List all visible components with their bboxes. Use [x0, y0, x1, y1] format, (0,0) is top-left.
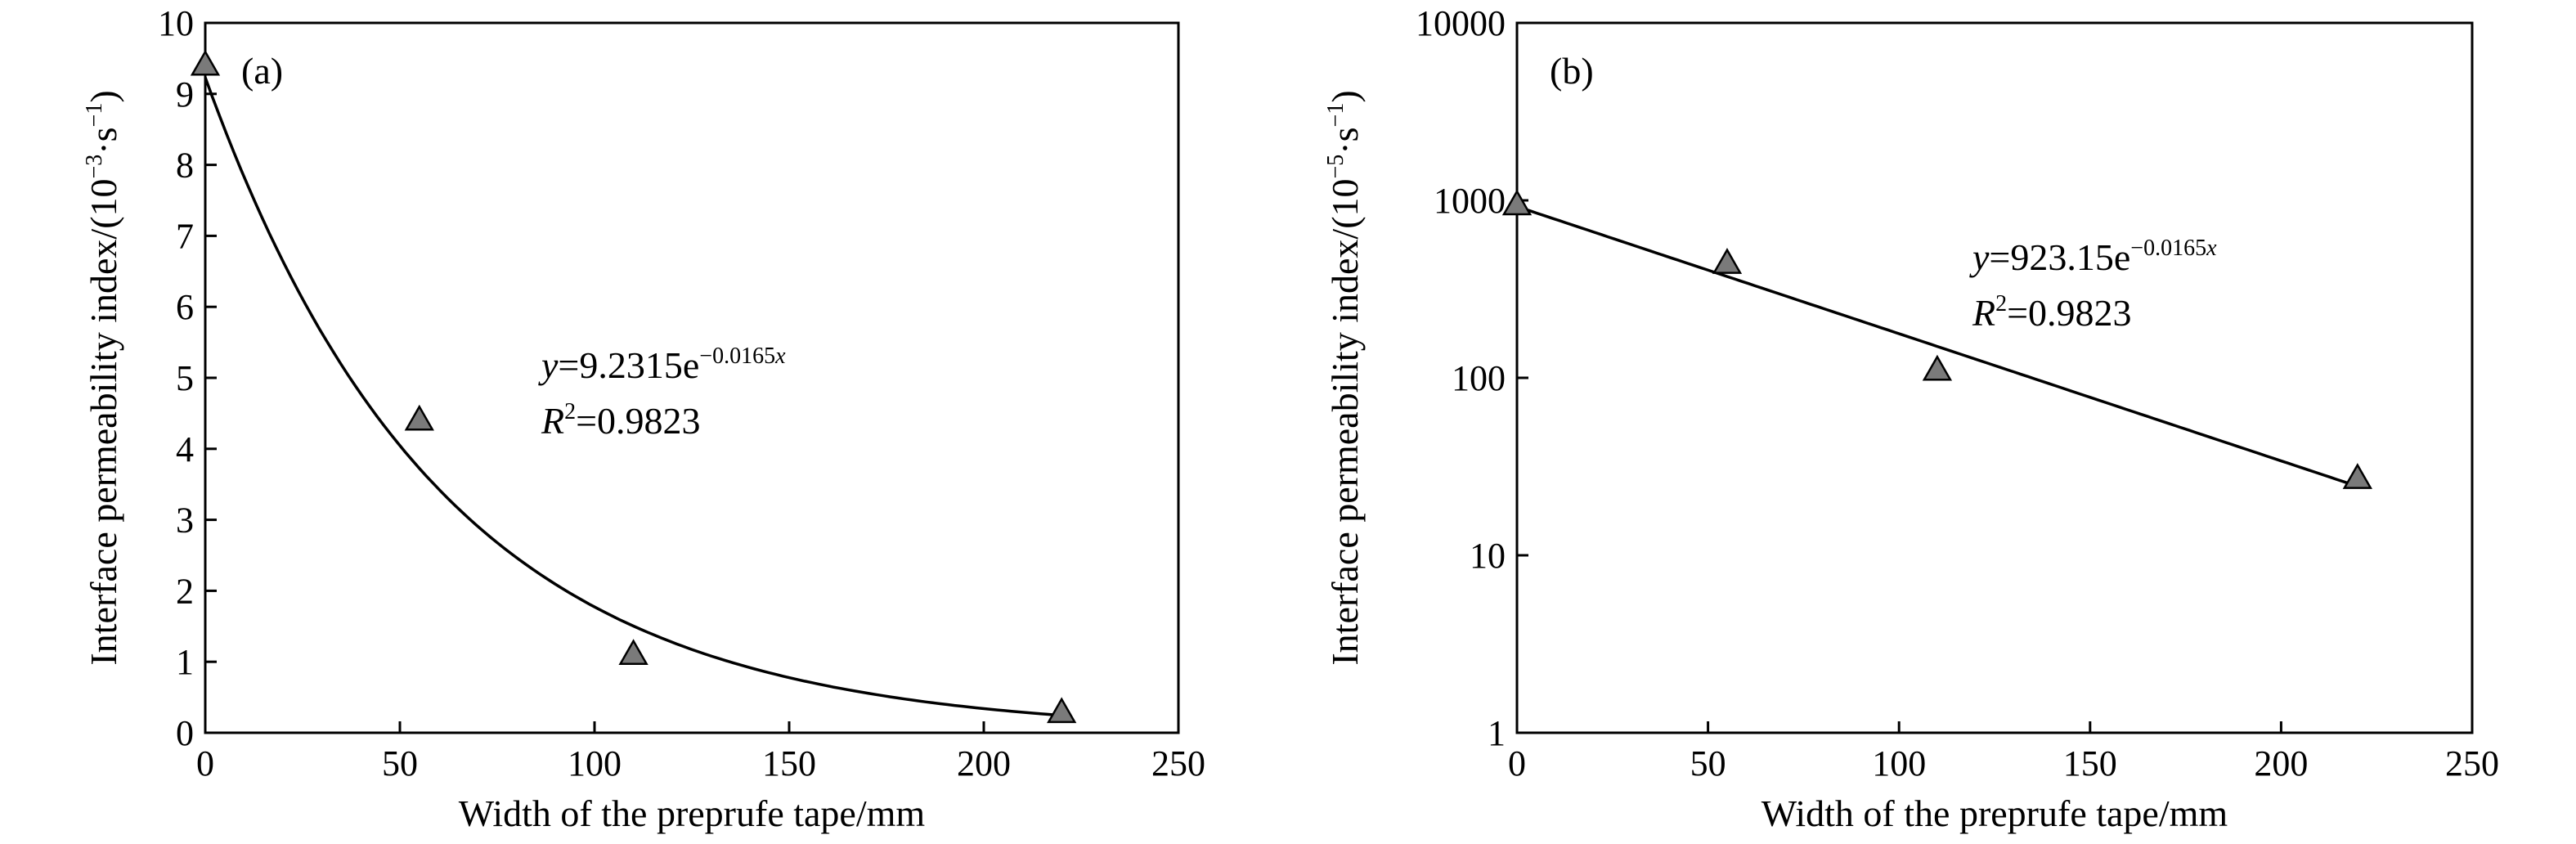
data-points-b	[1501, 189, 2372, 489]
panel-label-a: (a)	[241, 50, 283, 92]
chart-panel-a: 0 50 100 150 200 250 0 1 2 3 4 5 6 7 8 9 10 (a) y=9.231…	[82, 3, 1205, 834]
y-axis-label-b: Interface permeability index/(10−5·s−1)	[1323, 90, 1366, 665]
data-point	[1712, 248, 1743, 274]
data-point	[1047, 697, 1077, 724]
chart-panel-b: 0 50 100 150 200 250 1 10 100 1000 10000 (b) y=92…	[1323, 3, 2499, 834]
y-tick-label: 1000	[1434, 181, 1506, 221]
y-axis-label-b-unit-exp: −1	[1323, 103, 1349, 128]
y-ticks-b: 1 10 100 1000 10000	[1416, 3, 1528, 753]
equation-b-yvar: y	[1969, 236, 1990, 278]
x-axis-label-b: Width of the preprufe tape/mm	[1761, 792, 2228, 834]
y-tick-label: 100	[1452, 358, 1506, 398]
y-tick-label: 0	[176, 713, 194, 753]
plot-frame-b	[1515, 21, 2474, 734]
y-tick-label: 3	[176, 501, 194, 541]
x-tick-label: 50	[1690, 743, 1726, 783]
data-point	[404, 404, 434, 431]
equation-a-exponent-var: x	[774, 343, 786, 369]
x-tick-label: 150	[2063, 743, 2117, 783]
x-tick-label: 150	[762, 743, 816, 783]
y-tick-label: 5	[176, 358, 194, 398]
y-axis-label-a-unit-exp: −1	[82, 103, 107, 128]
r-squared-b: R2=0.9823	[1972, 291, 2132, 334]
equation-a-rhs: =9.2315e	[558, 344, 699, 386]
y-tick-label: 4	[176, 429, 194, 469]
x-axis-label-a: Width of the preprufe tape/mm	[459, 792, 926, 834]
r-squared-a-sup: 2	[564, 399, 576, 424]
r-squared-a: R2=0.9823	[541, 399, 701, 442]
x-tick-label: 0	[196, 743, 214, 783]
x-tick-label: 50	[382, 743, 418, 783]
y-axis-label-b-close: )	[1324, 90, 1366, 102]
data-point	[618, 639, 648, 665]
y-tick-label: 6	[176, 287, 194, 327]
r-squared-b-var: R	[1972, 292, 1995, 334]
y-axis-label-b-text: Interface permeability index/(10	[1324, 178, 1366, 665]
data-point	[1501, 189, 1533, 216]
equation-b: y=923.15e−0.0165x	[1969, 236, 2217, 278]
y-axis-label-a-unit: ·s	[83, 127, 124, 154]
x-ticks-b: 0 50 100 150 200 250	[1508, 721, 2499, 783]
r-squared-b-sup: 2	[1995, 291, 2007, 316]
y-tick-label: 10	[158, 3, 194, 43]
y-tick-label: 1	[1488, 713, 1506, 753]
equation-a-yvar: y	[538, 344, 559, 386]
y-tick-label: 2	[176, 571, 194, 611]
x-tick-label: 100	[1872, 743, 1926, 783]
y-axis-label-a-exp: −3	[82, 155, 107, 179]
y-tick-label: 10	[1470, 536, 1506, 576]
x-tick-label: 100	[568, 743, 622, 783]
data-point	[190, 49, 221, 76]
y-axis-label-b-unit: ·s	[1324, 127, 1366, 154]
x-tick-label: 200	[2254, 743, 2308, 783]
y-tick-label: 8	[176, 146, 194, 186]
equation-b-exponent: −0.0165	[2130, 236, 2206, 261]
equation-b-exponent-var: x	[2206, 236, 2217, 261]
y-tick-label: 9	[176, 74, 194, 114]
data-point	[2342, 463, 2372, 489]
equation-a: y=9.2315e−0.0165x	[538, 343, 786, 386]
y-ticks-a: 0 1 2 3 4 5 6 7 8 9 10	[158, 3, 217, 753]
data-points-a	[190, 49, 1077, 724]
y-axis-label-a: Interface permeability index/(10−3·s−1)	[82, 90, 124, 665]
r-squared-a-value: =0.9823	[576, 400, 700, 442]
data-point	[1922, 354, 1953, 381]
fit-curve-a	[204, 77, 1062, 717]
y-tick-label: 1	[176, 642, 194, 682]
equation-a-exponent: −0.0165	[699, 343, 775, 369]
y-axis-label-a-text: Interface permeability index/(10	[83, 178, 124, 665]
x-tick-label: 250	[1151, 743, 1205, 783]
fit-line-b	[1516, 204, 2358, 488]
equation-b-rhs: =923.15e	[1989, 236, 2130, 278]
y-tick-label: 7	[176, 216, 194, 256]
r-squared-a-var: R	[541, 400, 564, 442]
x-tick-label: 0	[1508, 743, 1526, 783]
y-axis-label-a-close: )	[83, 90, 124, 102]
panel-label-b: (b)	[1550, 50, 1594, 92]
x-tick-label: 250	[2445, 743, 2499, 783]
x-tick-label: 200	[957, 743, 1011, 783]
y-tick-label: 10000	[1416, 3, 1506, 43]
x-ticks-a: 0 50 100 150 200 250	[196, 721, 1205, 783]
y-axis-label-b-exp: −5	[1323, 155, 1349, 179]
r-squared-b-value: =0.9823	[2007, 292, 2131, 334]
